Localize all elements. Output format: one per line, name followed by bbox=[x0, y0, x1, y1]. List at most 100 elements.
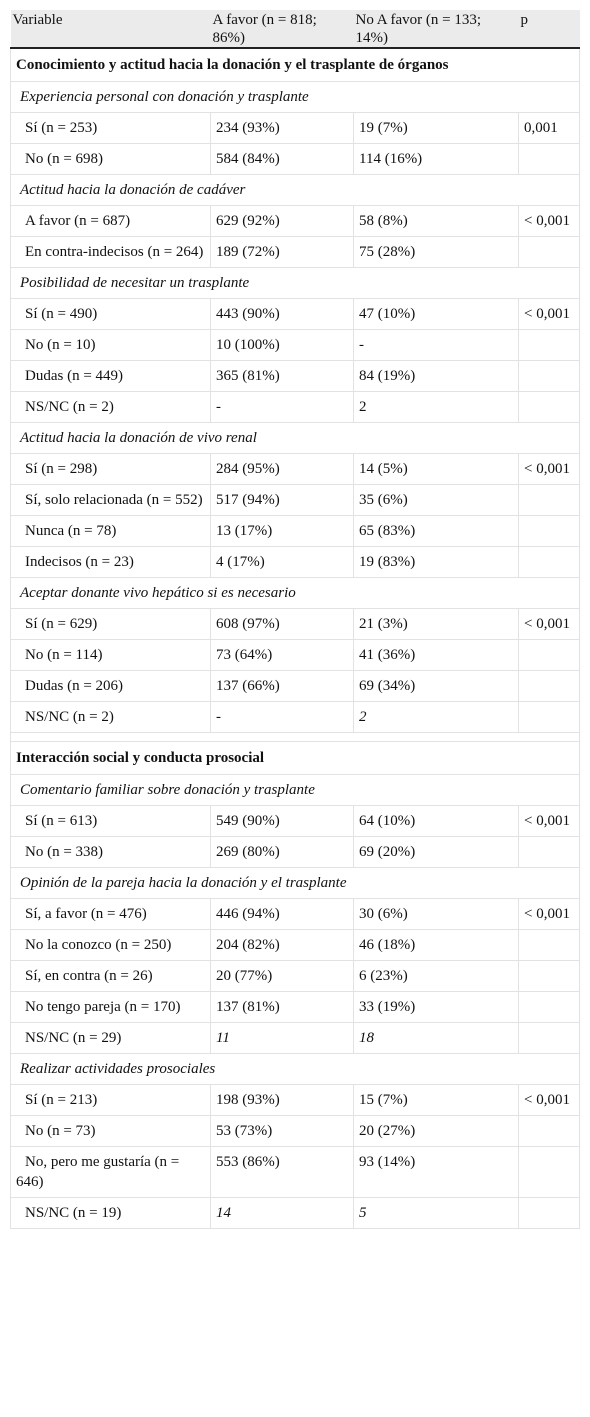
row-label: NS/NC (n = 19) bbox=[10, 1197, 211, 1229]
group-title: Actitud hacia la donación de cadáver bbox=[10, 174, 580, 206]
data-row: NS/NC (n = 2) -2 bbox=[10, 701, 580, 733]
row-label: No la conozco (n = 250) bbox=[10, 929, 211, 961]
data-row: NS/NC (n = 2) -2 bbox=[10, 391, 580, 423]
value-cell: 46 (18%) bbox=[353, 929, 519, 961]
value-cell: 553 (86%) bbox=[210, 1146, 354, 1198]
value-cell bbox=[518, 639, 580, 671]
data-row: NS/NC (n = 19) 14 5 bbox=[10, 1197, 580, 1229]
group-row: Actitud hacia la donación de vivo renal bbox=[10, 422, 580, 454]
value-cell bbox=[518, 960, 580, 992]
value-cell: 517 (94%) bbox=[210, 484, 354, 516]
value-cell bbox=[518, 670, 580, 702]
value-cell: 13 (17%) bbox=[210, 515, 354, 547]
value-cell: - bbox=[353, 329, 519, 361]
section-title: Conocimiento y actitud hacia la donación… bbox=[10, 47, 580, 82]
value-cell: - bbox=[210, 701, 354, 733]
row-label: Sí (n = 213) bbox=[10, 1084, 211, 1116]
value-cell: 2 bbox=[353, 391, 519, 423]
data-row: Sí, a favor (n = 476) 446 (94%) 30 (6%) < 0… bbox=[10, 898, 580, 930]
value-cell: 365 (81%) bbox=[210, 360, 354, 392]
row-label: NS/NC (n = 29) bbox=[10, 1022, 211, 1054]
value-cell: 198 (93%) bbox=[210, 1084, 354, 1116]
value-cell: < 0,001 bbox=[518, 1084, 580, 1116]
group-row: Posibilidad de necesitar un trasplante bbox=[10, 267, 580, 299]
group-title: Posibilidad de necesitar un trasplante bbox=[10, 267, 580, 299]
value-cell: < 0,001 bbox=[518, 898, 580, 930]
group-title: Actitud hacia la donación de vivo renal bbox=[10, 422, 580, 454]
value-cell bbox=[518, 143, 580, 175]
value-cell: 549 (90%) bbox=[210, 805, 354, 837]
value-cell: 584 (84%) bbox=[210, 143, 354, 175]
value-cell: 5 bbox=[353, 1197, 519, 1229]
data-row: Dudas (n = 449) 365 (81%) 84 (19%) bbox=[10, 360, 580, 392]
value-cell: 41 (36%) bbox=[353, 639, 519, 671]
row-label: NS/NC (n = 2) bbox=[10, 701, 211, 733]
spacer-cell bbox=[10, 732, 580, 742]
header-row: Variable A favor (n = 818; 86%) No A favor… bbox=[10, 10, 580, 49]
results-table: Variable A favor (n = 818; 86%) No A favor… bbox=[10, 10, 580, 1229]
value-cell bbox=[518, 236, 580, 268]
value-cell: 69 (34%) bbox=[353, 670, 519, 702]
group-title: Aceptar donante vivo hepático si es nece… bbox=[10, 577, 580, 609]
value-cell: - bbox=[210, 391, 354, 423]
data-row: No (n = 338) 269 (80%) 69 (20%) bbox=[10, 836, 580, 868]
data-row: Sí, en contra (n = 26) 20 (77%) 6 (23%) bbox=[10, 960, 580, 992]
data-row: Dudas (n = 206) 137 (66%) 69 (34%) bbox=[10, 670, 580, 702]
value-cell bbox=[518, 515, 580, 547]
value-cell: 47 (10%) bbox=[353, 298, 519, 330]
value-cell: 114 (16%) bbox=[353, 143, 519, 175]
value-cell: 189 (72%) bbox=[210, 236, 354, 268]
section-row: Interacción social y conducta prosocial bbox=[10, 741, 580, 775]
row-label: No, pero me gustaría (n = 646) bbox=[10, 1146, 211, 1198]
data-row: NS/NC (n = 29) 11 18 bbox=[10, 1022, 580, 1054]
value-cell: 35 (6%) bbox=[353, 484, 519, 516]
row-label: No (n = 73) bbox=[10, 1115, 211, 1147]
value-cell: 33 (19%) bbox=[353, 991, 519, 1023]
row-label: NS/NC (n = 2) bbox=[10, 391, 211, 423]
header-cell: A favor (n = 818; 86%) bbox=[210, 10, 354, 49]
value-cell: 69 (20%) bbox=[353, 836, 519, 868]
value-cell: 73 (64%) bbox=[210, 639, 354, 671]
value-cell: 21 (3%) bbox=[353, 608, 519, 640]
value-cell: 14 (5%) bbox=[353, 453, 519, 485]
value-cell: 11 bbox=[210, 1022, 354, 1054]
value-cell: < 0,001 bbox=[518, 298, 580, 330]
header-cell: p bbox=[518, 10, 580, 49]
row-label: Nunca (n = 78) bbox=[10, 515, 211, 547]
spacer-row bbox=[10, 732, 580, 742]
value-cell: 58 (8%) bbox=[353, 205, 519, 237]
value-cell: 53 (73%) bbox=[210, 1115, 354, 1147]
row-label: No (n = 10) bbox=[10, 329, 211, 361]
value-cell: 284 (95%) bbox=[210, 453, 354, 485]
value-cell: 446 (94%) bbox=[210, 898, 354, 930]
value-cell: 18 bbox=[353, 1022, 519, 1054]
value-cell: 64 (10%) bbox=[353, 805, 519, 837]
value-cell: 19 (83%) bbox=[353, 546, 519, 578]
data-row: A favor (n = 687) 629 (92%) 58 (8%) < 0,001 bbox=[10, 205, 580, 237]
group-row: Experiencia personal con donación y tras… bbox=[10, 81, 580, 113]
group-row: Aceptar donante vivo hepático si es nece… bbox=[10, 577, 580, 609]
value-cell: 15 (7%) bbox=[353, 1084, 519, 1116]
group-row: Realizar actividades prosociales bbox=[10, 1053, 580, 1085]
row-label: Sí (n = 613) bbox=[10, 805, 211, 837]
value-cell: 608 (97%) bbox=[210, 608, 354, 640]
value-cell bbox=[518, 391, 580, 423]
row-label: No tengo pareja (n = 170) bbox=[10, 991, 211, 1023]
group-title: Experiencia personal con donación y tras… bbox=[10, 81, 580, 113]
row-label: Sí, a favor (n = 476) bbox=[10, 898, 211, 930]
data-row: Sí (n = 298) 284 (95%) 14 (5%) < 0,001 bbox=[10, 453, 580, 485]
value-cell: 234 (93%) bbox=[210, 112, 354, 144]
data-row: Sí (n = 253) 234 (93%) 19 (7%) 0,001 bbox=[10, 112, 580, 144]
group-row: Comentario familiar sobre donación y tra… bbox=[10, 774, 580, 806]
value-cell: 6 (23%) bbox=[353, 960, 519, 992]
value-cell: 84 (19%) bbox=[353, 360, 519, 392]
value-cell bbox=[518, 329, 580, 361]
row-label: Indecisos (n = 23) bbox=[10, 546, 211, 578]
value-cell: 65 (83%) bbox=[353, 515, 519, 547]
value-cell bbox=[518, 991, 580, 1023]
value-cell: 137 (66%) bbox=[210, 670, 354, 702]
value-cell bbox=[518, 1197, 580, 1229]
value-cell: 20 (27%) bbox=[353, 1115, 519, 1147]
value-cell: 75 (28%) bbox=[353, 236, 519, 268]
